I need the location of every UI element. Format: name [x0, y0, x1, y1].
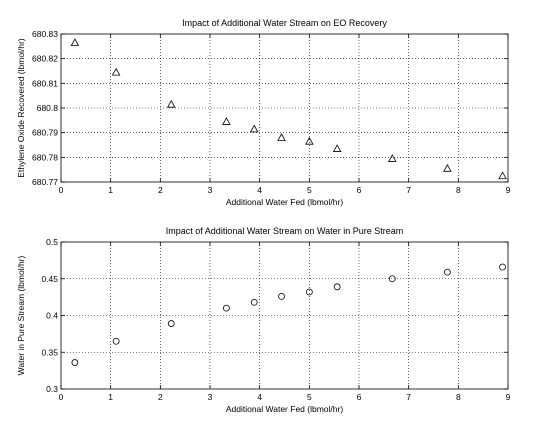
- data-point-circle: [222, 304, 230, 312]
- data-point-triangle: [387, 154, 397, 162]
- data-point-circle: [250, 298, 258, 306]
- data-point-circle: [444, 268, 451, 276]
- x-tick-label: 8: [456, 392, 461, 402]
- x-tick-label: 3: [208, 185, 213, 195]
- x-tick-label: 1: [108, 392, 113, 402]
- x-tick-label: 7: [406, 392, 411, 402]
- x-tick-label: 5: [307, 185, 312, 195]
- data-point-triangle: [277, 133, 286, 141]
- data-point-triangle: [70, 38, 80, 46]
- data-point-circle: [112, 337, 120, 345]
- x-tick-label: 8: [456, 185, 461, 195]
- data-point-triangle: [498, 171, 507, 180]
- y-axis-label: Water in Pure Stream (lbmol/hr): [16, 256, 26, 376]
- data-point-circle: [278, 292, 285, 300]
- x-tick-label: 4: [257, 185, 262, 195]
- data-point-circle: [167, 320, 175, 327]
- data-point-triangle: [305, 136, 314, 145]
- x-tick-label: 9: [506, 392, 511, 402]
- data-point-triangle: [166, 99, 176, 108]
- x-tick-label: 0: [59, 392, 64, 402]
- data-point-triangle: [443, 164, 452, 172]
- x-tick-label: 2: [158, 392, 163, 402]
- plot-frame: [60, 241, 509, 390]
- data-point-circle: [388, 275, 396, 283]
- plot-frame: [60, 33, 509, 183]
- data-point-circle: [333, 283, 341, 291]
- y-tick-label: 680.82: [32, 54, 58, 64]
- y-tick-label: 680.81: [32, 78, 58, 88]
- y-tick-label: 0.3: [46, 384, 58, 394]
- y-axis-label: Ethylene Oxide Recovered (lbmol/hr): [16, 38, 26, 178]
- top-chart: 0 1 2 3 4 5 6 7 8 9 680.77 680.78 680.79 680.8 680.81 6…: [16, 18, 511, 207]
- data-point-circle: [499, 263, 506, 271]
- data-point-circle: [305, 288, 313, 296]
- chart-title: Impact of Additional Water Stream on Wat…: [166, 226, 403, 236]
- x-tick-label: 2: [158, 185, 163, 195]
- y-tick-label: 0.4: [46, 311, 58, 321]
- y-tick-label: 0.35: [41, 347, 58, 357]
- x-axis-label: Additional Water Fed (lbmol/hr): [226, 404, 343, 414]
- x-tick-label: 7: [406, 185, 411, 195]
- data-point-triangle: [249, 124, 259, 133]
- data-point-triangle: [332, 144, 342, 152]
- x-tick-label: 4: [257, 392, 262, 402]
- x-tick-label: 9: [506, 185, 511, 195]
- data-point-triangle: [222, 117, 231, 125]
- bottom-chart: 0 1 2 3 4 5 6 7 8 9 0.3 0.35 0.4 0.45 0.5 Impact of Add…: [16, 226, 511, 414]
- x-tick-label: 6: [357, 392, 362, 402]
- x-tick-label: 0: [59, 185, 64, 195]
- x-tick-label: 1: [108, 185, 113, 195]
- y-tick-label: 680.77: [32, 177, 58, 187]
- data-point-triangle: [111, 67, 121, 76]
- chart-title: Impact of Additional Water Stream on EO …: [182, 18, 387, 28]
- x-tick-label: 6: [357, 185, 362, 195]
- y-tick-label: 680.8: [37, 103, 59, 113]
- y-tick-label: 680.83: [32, 29, 58, 39]
- y-tick-label: 0.45: [41, 274, 58, 284]
- data-point-circle: [71, 359, 79, 366]
- y-tick-label: 0.5: [46, 237, 58, 247]
- x-tick-label: 5: [307, 392, 312, 402]
- y-tick-label: 680.79: [32, 128, 58, 138]
- x-axis-label: Additional Water Fed (lbmol/hr): [226, 197, 343, 207]
- y-tick-label: 680.78: [32, 152, 58, 162]
- x-tick-label: 3: [208, 392, 213, 402]
